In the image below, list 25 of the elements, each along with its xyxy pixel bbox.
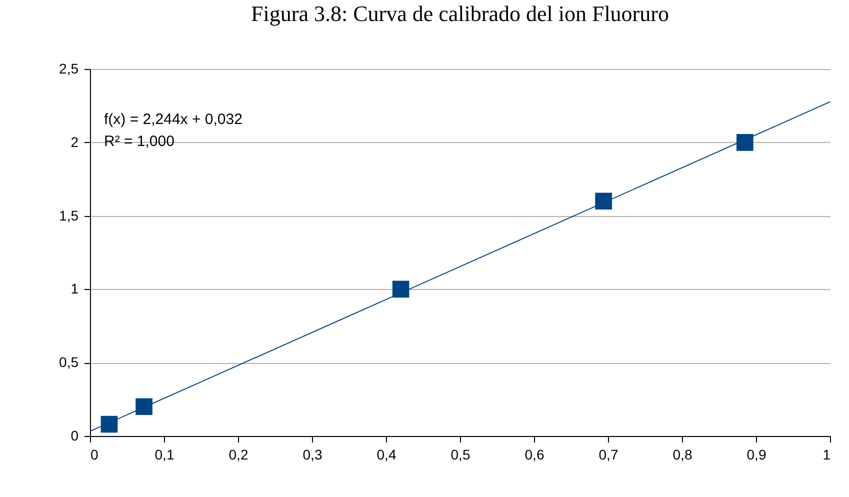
annotation: R² = 1,000	[104, 133, 174, 150]
y-tick-label: 1,5	[59, 207, 79, 224]
x-tick-label: 0,6	[524, 446, 544, 462]
y-tick-label: 0	[70, 428, 79, 444]
x-tick-label: 0,9	[746, 446, 766, 462]
x-tick-label: 0,2	[228, 446, 248, 462]
point	[392, 280, 410, 298]
x-tick-label: 0,8	[672, 446, 692, 462]
y-tick-label: 1	[70, 280, 79, 297]
y-tick-label: 2,5	[59, 60, 79, 76]
point	[136, 398, 152, 416]
y-tick-label: 0,5	[59, 354, 79, 370]
y-tick-label: 2	[70, 134, 79, 150]
x-tick-label: 0,7	[598, 446, 618, 462]
x-tick-label: 0,4	[376, 446, 396, 462]
x-tick-label: 0,1	[154, 446, 174, 462]
x-tick-label: 0,5	[450, 446, 470, 462]
point	[100, 416, 118, 433]
chart-title: Figura 3.8: Curva de calibrado del ion Fluoruro	[251, 1, 669, 26]
x-tick-label: 0,3	[302, 446, 322, 462]
point	[736, 134, 754, 151]
x-tick-label: 0	[90, 446, 98, 462]
annotation: f(x) = 2,244x + 0,032	[104, 111, 242, 128]
x-tick-label: 1	[822, 446, 831, 462]
point	[595, 192, 612, 210]
